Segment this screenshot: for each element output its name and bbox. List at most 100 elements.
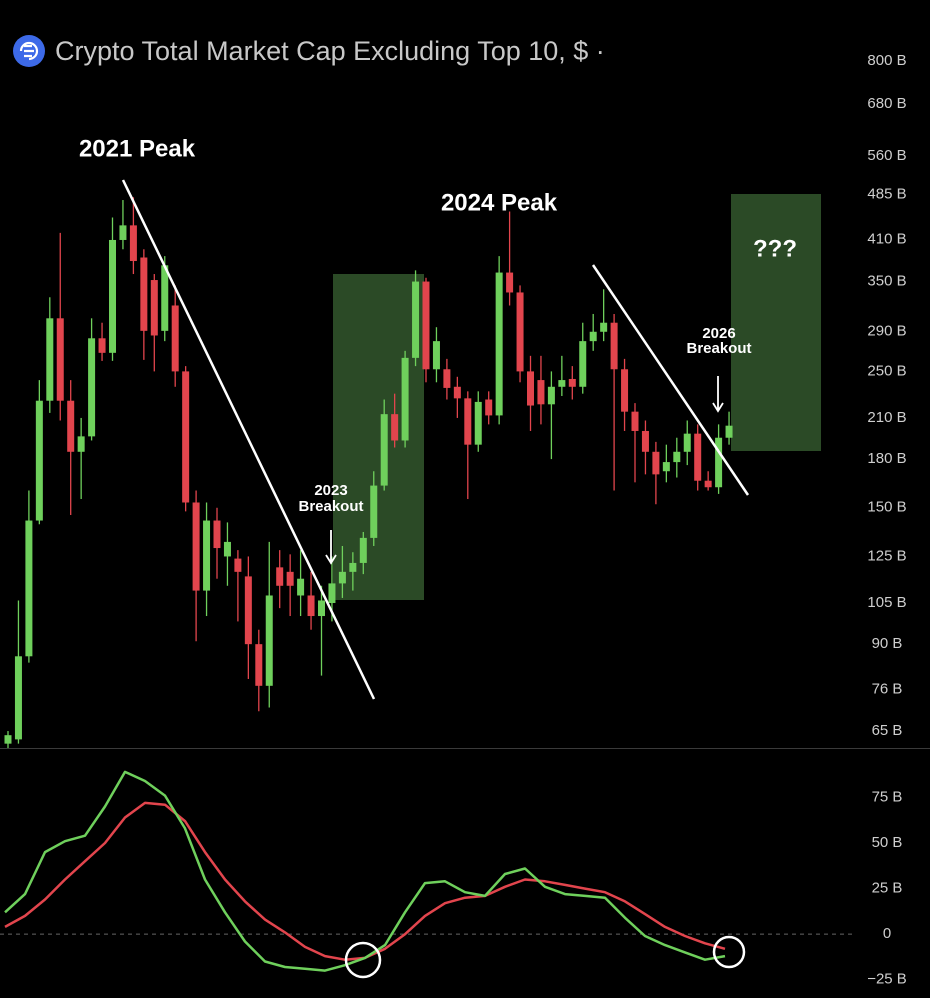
candle-body <box>422 281 430 370</box>
highlights <box>344 935 746 979</box>
candle <box>579 322 587 394</box>
candle <box>662 444 670 483</box>
candle <box>464 391 472 500</box>
candle <box>495 256 503 425</box>
candle-body <box>265 595 273 686</box>
candle <box>506 211 514 306</box>
candle-body <box>297 578 305 596</box>
candle-body <box>98 338 106 353</box>
candle <box>182 366 190 512</box>
candle <box>129 197 137 275</box>
candle-body <box>25 520 33 657</box>
drawings <box>121 179 750 700</box>
candle-body <box>56 318 64 401</box>
candle-body <box>234 558 242 572</box>
candle-body <box>412 281 420 358</box>
candle-body <box>182 371 190 503</box>
candle-body <box>506 272 514 293</box>
candle <box>244 556 252 679</box>
candle <box>140 249 148 360</box>
candle-body <box>631 411 639 431</box>
candle-body <box>558 380 566 387</box>
candle-body <box>4 735 12 744</box>
y-tick-label: 75 B <box>872 788 903 805</box>
candle-body <box>192 502 200 591</box>
candle-body <box>589 331 597 342</box>
highlight-circle <box>712 935 746 969</box>
annotation: ??? <box>753 235 797 262</box>
candle-body <box>380 414 388 486</box>
candle-body <box>203 520 211 591</box>
candle <box>589 313 597 351</box>
candle <box>704 471 712 491</box>
candle <box>600 289 608 342</box>
candle <box>213 507 221 579</box>
y-tick-label: 125 B <box>867 547 906 564</box>
candle-body <box>495 272 503 416</box>
target-box <box>731 194 821 451</box>
candle <box>255 629 263 712</box>
candle <box>453 376 461 418</box>
candle <box>286 554 294 617</box>
annotation: 2026 <box>702 325 735 342</box>
candle <box>401 350 409 448</box>
candle-body <box>474 401 482 445</box>
candle-body <box>391 414 399 441</box>
candle <box>67 380 75 515</box>
candle-body <box>46 318 54 401</box>
candle <box>234 550 242 622</box>
candle-body <box>370 485 378 538</box>
oscillator <box>0 770 855 972</box>
annotation: 2023 <box>314 482 347 499</box>
trend-line <box>121 179 376 700</box>
annotation: 2021 Peak <box>79 135 196 162</box>
candle-body <box>35 400 43 521</box>
candle-body <box>140 257 148 331</box>
candle-body <box>359 537 367 563</box>
candle <box>558 355 566 396</box>
candle-body <box>244 576 252 645</box>
trend-line <box>591 264 750 496</box>
candle <box>25 490 33 663</box>
candle-body <box>694 433 702 481</box>
candle-body <box>610 322 618 370</box>
y-tick-label: 0 <box>883 925 891 942</box>
candle-body <box>401 357 409 441</box>
candle-body <box>527 371 534 406</box>
candle <box>203 502 211 617</box>
candle <box>56 232 64 421</box>
candle <box>694 424 702 491</box>
candle <box>297 550 305 617</box>
y-tick-label: 150 B <box>867 499 906 516</box>
candle <box>4 731 12 748</box>
candle <box>338 545 346 598</box>
candle <box>77 417 85 500</box>
candle-body <box>338 571 346 584</box>
candle-body <box>349 562 357 572</box>
y-tick-label: 50 B <box>872 834 903 851</box>
candle <box>109 217 116 361</box>
candle-body <box>704 480 712 488</box>
candle <box>307 571 315 630</box>
candle <box>568 366 576 400</box>
candle-body <box>171 305 179 372</box>
candle <box>412 270 420 367</box>
candle-body <box>537 380 545 405</box>
candle-body <box>307 595 315 617</box>
candle-body <box>464 398 472 445</box>
candle <box>683 420 691 466</box>
candle <box>673 437 681 478</box>
candle <box>432 327 440 383</box>
candle-body <box>683 433 691 452</box>
candle <box>150 274 158 372</box>
candle <box>422 277 430 383</box>
candle-body <box>88 338 96 437</box>
candle-body <box>547 386 555 405</box>
candle <box>161 256 169 342</box>
candle <box>725 411 733 445</box>
candle-body <box>213 520 221 549</box>
annotation: 2024 Peak <box>441 189 558 216</box>
y-tick-label: 65 B <box>872 722 903 739</box>
arrow <box>712 376 724 413</box>
candles <box>4 197 733 748</box>
